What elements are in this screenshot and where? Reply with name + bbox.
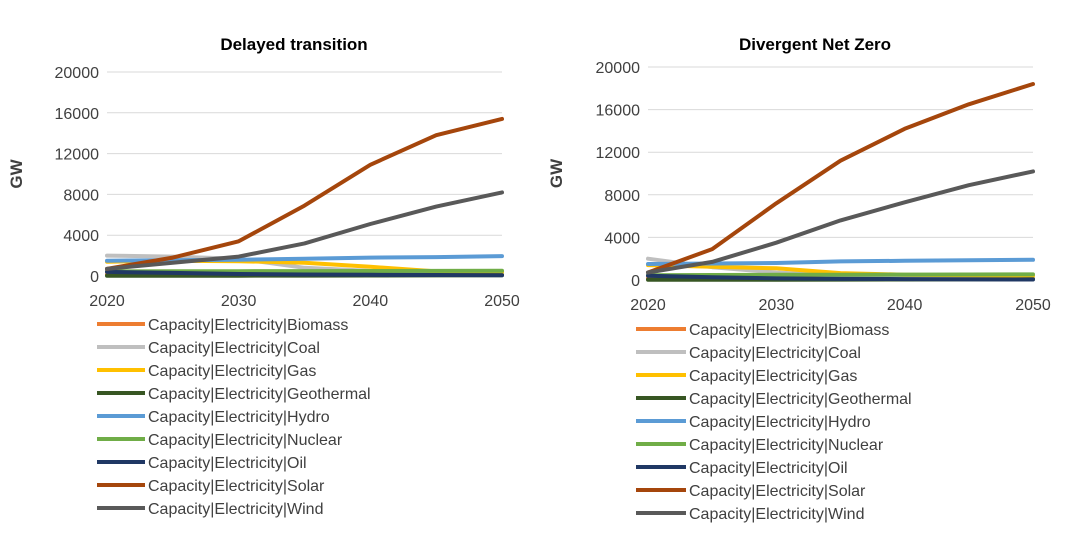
legend-item-hydro: Capacity|Electricity|Hydro (97, 409, 330, 426)
legend-item-gas: Capacity|Electricity|Gas (97, 363, 316, 380)
legend-item-solar: Capacity|Electricity|Solar (97, 478, 325, 495)
legend-item-biomass: Capacity|Electricity|Biomass (97, 317, 348, 334)
legend-label: Capacity|Electricity|Gas (689, 368, 857, 385)
legend-item-hydro: Capacity|Electricity|Hydro (636, 414, 871, 431)
chart-divergent-net-zero: Divergent Net Zero GW 0 4000 8000 12000 16000 2… (547, 35, 1051, 523)
x-tick-label: 2050 (1015, 297, 1051, 314)
y-tick-label: 20000 (55, 65, 100, 82)
legend-item-nuclear: Capacity|Electricity|Nuclear (636, 437, 884, 454)
y-tick-label: 0 (90, 269, 99, 286)
y-tick-label: 4000 (604, 230, 640, 247)
legend-item-geothermal: Capacity|Electricity|Geothermal (636, 391, 912, 408)
legend-item-wind: Capacity|Electricity|Wind (97, 501, 323, 518)
legend-label: Capacity|Electricity|Coal (148, 340, 320, 357)
y-tick-label: 16000 (55, 106, 100, 123)
legend-label: Capacity|Electricity|Hydro (148, 409, 330, 426)
legend-item-solar: Capacity|Electricity|Solar (636, 483, 866, 500)
legend-item-wind: Capacity|Electricity|Wind (636, 506, 864, 523)
legend-label: Capacity|Electricity|Oil (148, 455, 307, 472)
legend-label: Capacity|Electricity|Solar (148, 478, 325, 495)
series-line-wind (646, 169, 1035, 275)
series-line-nuclear (646, 272, 1035, 278)
legend-label: Capacity|Electricity|Oil (689, 460, 848, 477)
chart-title: Divergent Net Zero (739, 35, 891, 54)
chart-delayed-transition: Delayed transition GW 0 4000 8000 12000 16000 2… (7, 35, 520, 518)
y-axis-label: GW (547, 158, 566, 188)
x-tick-label: 2040 (353, 293, 389, 310)
legend-label: Capacity|Electricity|Nuclear (148, 432, 343, 449)
series-line-wind (105, 190, 504, 271)
legend-label: Capacity|Electricity|Gas (148, 363, 316, 380)
x-tick-label: 2040 (887, 297, 923, 314)
legend-label: Capacity|Electricity|Wind (689, 506, 864, 523)
y-tick-label: 8000 (63, 187, 99, 204)
legend-item-oil: Capacity|Electricity|Oil (636, 460, 848, 477)
legend-label: Capacity|Electricity|Geothermal (689, 391, 912, 408)
legend-item-nuclear: Capacity|Electricity|Nuclear (97, 432, 343, 449)
legend-item-geothermal: Capacity|Electricity|Geothermal (97, 386, 371, 403)
legend-label: Capacity|Electricity|Wind (148, 501, 323, 518)
x-tick-label: 2020 (630, 297, 666, 314)
legend-item-coal: Capacity|Electricity|Coal (97, 340, 320, 357)
series-line-hydro (105, 254, 504, 263)
y-tick-label: 12000 (596, 145, 641, 162)
y-tick-label: 0 (631, 273, 640, 290)
x-tick-label: 2050 (484, 293, 520, 310)
legend-item-gas: Capacity|Electricity|Gas (636, 368, 857, 385)
y-tick-label: 12000 (55, 147, 100, 164)
legend-item-oil: Capacity|Electricity|Oil (97, 455, 307, 472)
chart-title: Delayed transition (220, 35, 367, 54)
legend-label: Capacity|Electricity|Nuclear (689, 437, 884, 454)
series-line-oil (646, 273, 1035, 282)
y-tick-label: 8000 (604, 188, 640, 205)
x-tick-label: 2030 (759, 297, 795, 314)
legend-item-biomass: Capacity|Electricity|Biomass (636, 322, 889, 339)
legend-label: Capacity|Electricity|Geothermal (148, 386, 371, 403)
series-line-oil (105, 269, 504, 278)
x-tick-label: 2020 (89, 293, 125, 310)
y-tick-label: 20000 (596, 60, 641, 77)
legend-label: Capacity|Electricity|Hydro (689, 414, 871, 431)
legend-item-coal: Capacity|Electricity|Coal (636, 345, 861, 362)
legend-label: Capacity|Electricity|Biomass (689, 322, 889, 339)
legend-label: Capacity|Electricity|Solar (689, 483, 866, 500)
legend-label: Capacity|Electricity|Coal (689, 345, 861, 362)
y-axis-label: GW (7, 158, 26, 188)
legend-label: Capacity|Electricity|Biomass (148, 317, 348, 334)
series-line-solar (105, 116, 504, 271)
x-tick-label: 2030 (221, 293, 257, 310)
y-tick-label: 16000 (596, 103, 641, 120)
y-tick-label: 4000 (63, 228, 99, 245)
series-line-solar (646, 82, 1035, 275)
